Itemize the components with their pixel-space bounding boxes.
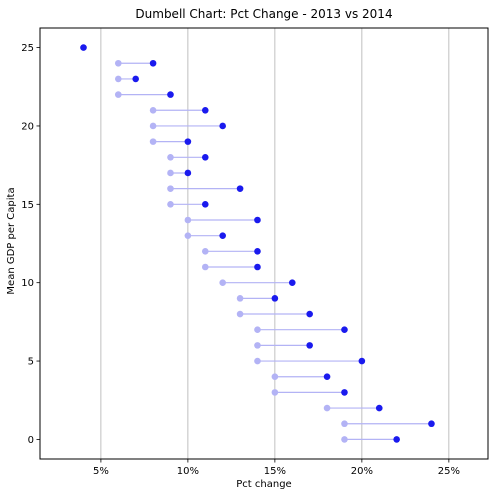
point-2013 (114, 59, 122, 67)
point-2013 (184, 216, 192, 224)
point-2013 (271, 373, 279, 381)
y-tick-label: 15 (21, 200, 34, 211)
point-2014 (306, 342, 313, 349)
point-2014 (341, 326, 348, 334)
point-2014 (132, 75, 139, 83)
point-2013 (254, 357, 261, 365)
point-2014 (201, 201, 209, 208)
point-2014 (254, 216, 261, 224)
point-2014 (375, 404, 383, 412)
point-2014 (428, 420, 435, 428)
x-tick-label: 20% (351, 466, 373, 477)
point-2013 (254, 342, 261, 349)
x-tick-label: 25% (438, 466, 460, 477)
point-2014 (201, 154, 209, 161)
point-2014 (201, 106, 209, 114)
point-2014 (254, 248, 261, 255)
point-2013 (149, 138, 157, 145)
point-2013 (201, 263, 209, 271)
point-2013 (236, 295, 244, 302)
point-2013 (341, 436, 348, 443)
plot-frame (39, 27, 489, 460)
x-axis-title: Pct change (236, 479, 291, 490)
point-2013 (219, 279, 226, 286)
x-axis-ticks: 5% 10% 15% 20% 25% (93, 459, 460, 477)
point-2013 (184, 232, 192, 239)
data-points (80, 44, 435, 443)
point-2013 (323, 404, 331, 412)
point-2013 (167, 185, 174, 192)
point-2014 (306, 310, 313, 318)
point-2014 (184, 138, 192, 145)
point-2014 (149, 59, 157, 67)
point-2013 (271, 389, 279, 396)
point-2013 (114, 91, 122, 98)
grid-lines (100, 28, 450, 459)
y-axis-title: Mean GDP per Capita (6, 187, 17, 294)
y-tick-label: 5 (28, 357, 34, 368)
point-2014 (358, 357, 366, 365)
point-2014 (254, 263, 261, 271)
point-2014 (341, 389, 348, 396)
point-2013 (167, 201, 174, 208)
y-axis-ticks: 0 5 10 15 20 25 (21, 43, 40, 446)
y-tick-label: 0 (28, 435, 34, 446)
point-2013 (341, 420, 348, 428)
x-tick-label: 15% (264, 466, 286, 477)
point-2014 (236, 185, 244, 192)
y-tick-label: 20 (21, 121, 34, 132)
point-2013 (236, 310, 244, 318)
point-2014 (167, 91, 174, 98)
point-2013 (167, 154, 174, 161)
x-tick-label: 10% (177, 466, 199, 477)
point-2014 (219, 232, 226, 239)
point-2014 (184, 169, 192, 177)
point-2013 (149, 106, 157, 114)
point-2014 (80, 44, 87, 51)
point-2014 (219, 122, 226, 130)
point-2013 (254, 326, 261, 334)
point-2014 (288, 279, 296, 286)
point-2013 (201, 248, 209, 255)
point-2014 (393, 436, 400, 443)
x-tick-label: 5% (93, 466, 109, 477)
point-2013 (149, 122, 157, 130)
point-2013 (167, 169, 174, 177)
point-2013 (114, 75, 122, 83)
point-2014 (271, 295, 279, 302)
y-tick-label: 10 (21, 278, 34, 289)
y-tick-label: 25 (21, 43, 34, 54)
point-2014 (323, 373, 331, 381)
chart-title: Dumbell Chart: Pct Change - 2013 vs 2014 (135, 7, 392, 21)
